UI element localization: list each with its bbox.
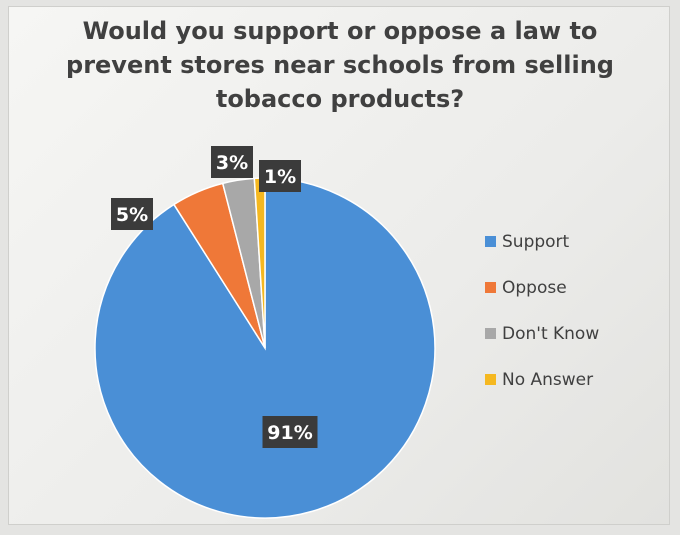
legend-label-no-answer: No Answer [502, 369, 594, 390]
legend-label-support: Support [502, 231, 570, 252]
data-label-box-support [262, 416, 318, 448]
chart-title: Would you support or oppose a law to pre… [40, 14, 640, 116]
pie-slices [94, 177, 436, 519]
chart-title-line-3: tobacco products? [215, 85, 465, 113]
data-label-dont-know: 3% [216, 152, 248, 174]
data-label-support: 91% [267, 422, 312, 444]
legend-item-no-answer: No Answer [485, 366, 599, 393]
chart-title-line-1: Would you support or oppose a law to [82, 17, 598, 45]
data-label-box-no-answer [259, 160, 301, 192]
data-label-oppose: 5% [116, 204, 148, 226]
pie-slice-support [94, 177, 436, 519]
legend-swatch-support [485, 236, 496, 247]
pie-data-labels: 91% 5% 3% 1% [111, 146, 318, 448]
legend-label-dont-know: Don't Know [502, 323, 600, 344]
legend-label-oppose: Oppose [502, 277, 567, 298]
legend-item-support: Support [485, 228, 599, 255]
legend-swatch-no-answer [485, 374, 496, 385]
legend-swatch-oppose [485, 282, 496, 293]
legend-item-dont-know: Don't Know [485, 320, 599, 347]
chart-title-line-2: prevent stores near schools from selling [66, 51, 614, 79]
data-label-box-oppose [111, 198, 153, 230]
legend-swatch-dont-know [485, 328, 496, 339]
legend: Support Oppose Don't Know No Answer [485, 228, 599, 412]
data-label-no-answer: 1% [264, 166, 296, 188]
legend-item-oppose: Oppose [485, 274, 599, 301]
data-label-box-dont-know [211, 146, 253, 178]
